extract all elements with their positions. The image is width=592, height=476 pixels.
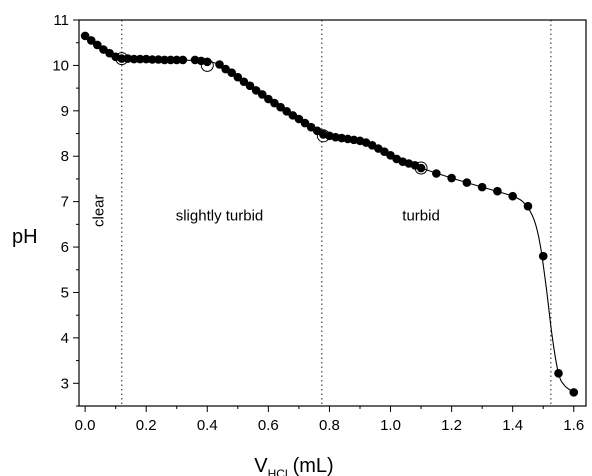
data-point [141,54,151,64]
x-tick-label: 1.4 [502,417,523,434]
data-point [86,36,96,45]
data-point [477,182,487,192]
data-point [294,114,304,124]
x-axis-title: VHCl (mL) [254,455,333,476]
data-points [80,31,579,397]
x-tick-label: 0.8 [319,417,340,434]
y-tick-label: 3 [61,375,69,392]
data-point [148,55,157,64]
y-tick-label: 9 [61,103,69,120]
data-point [172,55,182,65]
data-point [447,173,456,183]
data-point [538,251,548,261]
data-point [129,54,139,64]
x-tick-label: 0.2 [136,417,157,434]
data-point [166,55,175,65]
data-point [239,77,249,87]
y-tick-label: 5 [61,284,69,301]
open-data-point [115,52,129,66]
x-tick-label: 1.0 [380,417,401,434]
region-labels: clear slightly turbid turbid [90,194,439,227]
y-tick-label: 4 [61,330,69,347]
data-point [569,388,579,397]
region-label: clear [90,194,107,227]
data-point [245,81,255,91]
y-tick-label: 7 [61,194,69,211]
data-point [270,98,279,108]
data-point [154,55,163,64]
data-point [416,163,426,173]
y-axis-title: pH [12,226,38,248]
data-point [251,86,261,95]
data-point [282,106,291,116]
data-point [523,201,533,211]
data-point [80,31,90,41]
region-label: slightly turbid [176,208,264,225]
plot-frame [78,19,587,407]
data-point [178,55,188,65]
open-data-point [414,161,428,175]
data-point [432,169,441,178]
x-axis-title-unit: (mL) [293,455,334,476]
data-point [117,54,127,63]
data-point [227,68,237,77]
data-point [276,102,285,112]
data-point [135,54,145,64]
open-data-point [316,129,330,143]
y-tick-label: 11 [53,12,69,29]
data-point [93,40,102,50]
data-point [215,60,224,69]
data-point [264,94,273,104]
y-tick-label: 10 [52,57,69,74]
data-point [202,57,212,67]
data-point [508,191,517,201]
x-axis-title-main: V [254,455,268,476]
x-tick-label: 0.4 [197,417,218,434]
x-axis-ticks: 0.0 0.2 0.4 0.6 0.8 1.0 1.2 1.4 1.6 [75,406,584,434]
y-tick-label: 6 [61,239,69,256]
x-tick-label: 1.2 [441,417,462,434]
data-point [493,186,502,196]
data-point [554,369,563,378]
data-point [233,72,243,82]
data-point [462,178,472,187]
data-point [160,55,169,65]
x-tick-label: 0.0 [75,417,96,434]
y-axis-ticks: 3 4 5 6 7 8 9 10 11 [52,12,79,407]
open-data-point [200,58,214,72]
fit-curve [84,35,575,393]
y-tick-label: 8 [61,148,69,165]
data-point [300,118,310,128]
region-label: turbid [402,208,440,225]
x-tick-label: 0.6 [258,417,279,434]
region-boundaries [121,20,552,406]
x-axis-title-sub: HCl [268,467,288,476]
x-tick-label: 1.6 [563,417,584,434]
data-point [257,90,267,99]
